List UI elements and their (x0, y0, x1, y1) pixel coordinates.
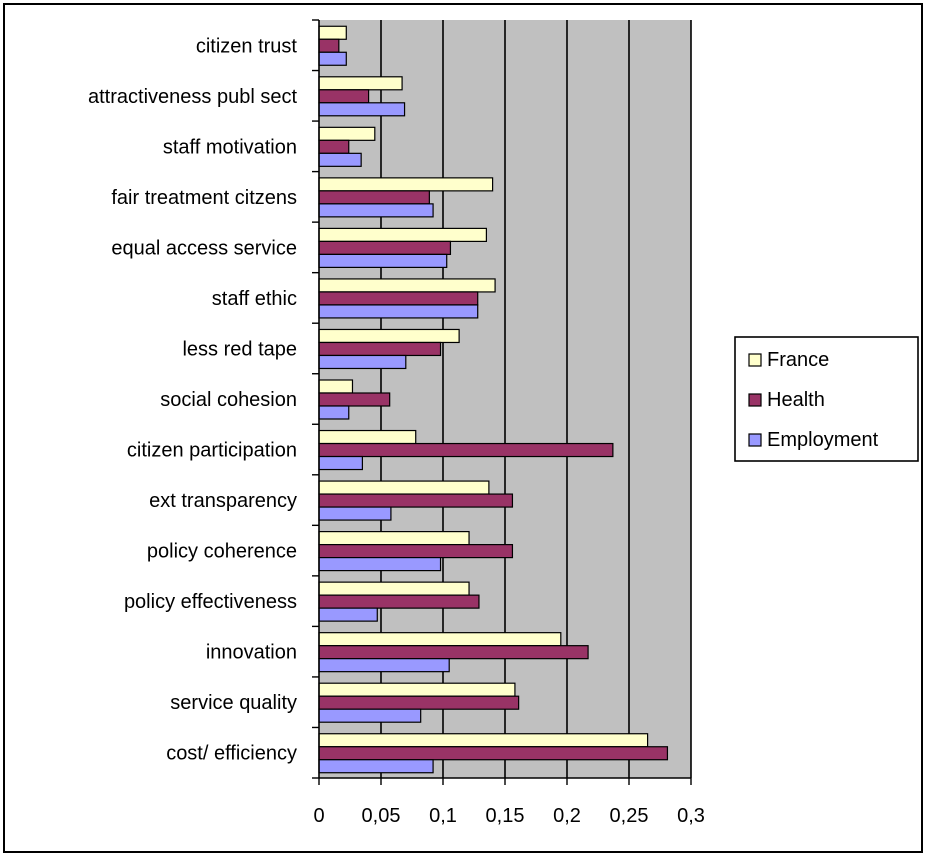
bar-health (318, 139, 350, 154)
bar-france (318, 177, 494, 192)
bar-employment (318, 607, 378, 622)
legend: France Health Employment (734, 336, 919, 462)
bar-france (318, 126, 376, 141)
bar-employment (318, 708, 422, 723)
category-label: equal access service (111, 237, 297, 259)
category-label: cost/ efficiency (166, 743, 297, 765)
bar-health (318, 291, 479, 306)
category-label: fair treatment citzens (111, 187, 297, 209)
x-tick-label: 0,1 (429, 805, 457, 827)
bar-france (318, 530, 470, 546)
legend-box (734, 336, 919, 462)
x-tick-label: 0,3 (677, 805, 705, 827)
category-label: policy effectiveness (124, 591, 297, 613)
category-label: citizen trust (196, 35, 298, 57)
bar-health (318, 543, 514, 559)
bar-health (318, 89, 370, 104)
x-tick-label: 0,25 (610, 805, 649, 827)
bar-employment (318, 506, 392, 521)
bar-health (318, 442, 614, 458)
bar-employment (318, 253, 448, 268)
legend-swatch-france (748, 353, 762, 367)
bar-employment (318, 455, 364, 471)
category-label: ext transparency (149, 490, 297, 512)
category-label: citizen participation (127, 440, 297, 462)
category-label: less red tape (182, 338, 297, 360)
bar-france (318, 328, 460, 344)
bar-health (318, 594, 480, 609)
x-tick-label: 0,05 (362, 805, 401, 827)
x-tick-label: 0,2 (553, 805, 581, 827)
bar-employment (318, 354, 407, 370)
bar-health (318, 645, 589, 660)
legend-label-france: France (767, 349, 829, 371)
bar-employment (318, 405, 350, 420)
bar-france (318, 278, 496, 293)
bar-health (318, 392, 391, 407)
category-label: service quality (170, 692, 297, 714)
legend-swatch-employment (748, 433, 762, 447)
category-label: social cohesion (160, 389, 297, 411)
bar-employment (318, 102, 406, 117)
bar-france (318, 480, 490, 495)
bar-france (318, 76, 403, 91)
bar-france (318, 227, 487, 242)
bar-employment (318, 658, 450, 673)
x-tick-label: 0 (313, 805, 324, 827)
bar-france (318, 632, 562, 647)
legend-swatch-health (748, 393, 762, 407)
category-label: innovation (206, 642, 297, 664)
bar-employment (318, 304, 479, 319)
bar-france (318, 733, 649, 748)
bar-employment (318, 556, 442, 572)
bar-health (318, 38, 340, 53)
category-label: staff ethic (212, 288, 297, 310)
legend-label-employment: Employment (767, 429, 879, 451)
bar-health (318, 190, 430, 205)
bar-france (318, 379, 354, 394)
legend-label-health: Health (767, 389, 825, 411)
bar-health (318, 240, 452, 255)
category-label: staff motivation (163, 136, 297, 158)
bar-health (318, 341, 442, 357)
bar-france (318, 682, 516, 697)
bar-france (318, 581, 470, 596)
bar-health (318, 746, 669, 761)
bar-employment (318, 51, 347, 66)
bar-health (318, 695, 520, 710)
x-tick-label: 0,15 (486, 805, 525, 827)
bar-france (318, 429, 417, 445)
category-label: policy coherence (147, 541, 297, 563)
bar-health (318, 493, 514, 508)
bar-employment (318, 203, 434, 218)
bar-employment (318, 759, 434, 774)
bar-employment (318, 152, 362, 167)
bar-france (318, 25, 347, 40)
category-label: attractiveness publ sect (88, 86, 297, 108)
